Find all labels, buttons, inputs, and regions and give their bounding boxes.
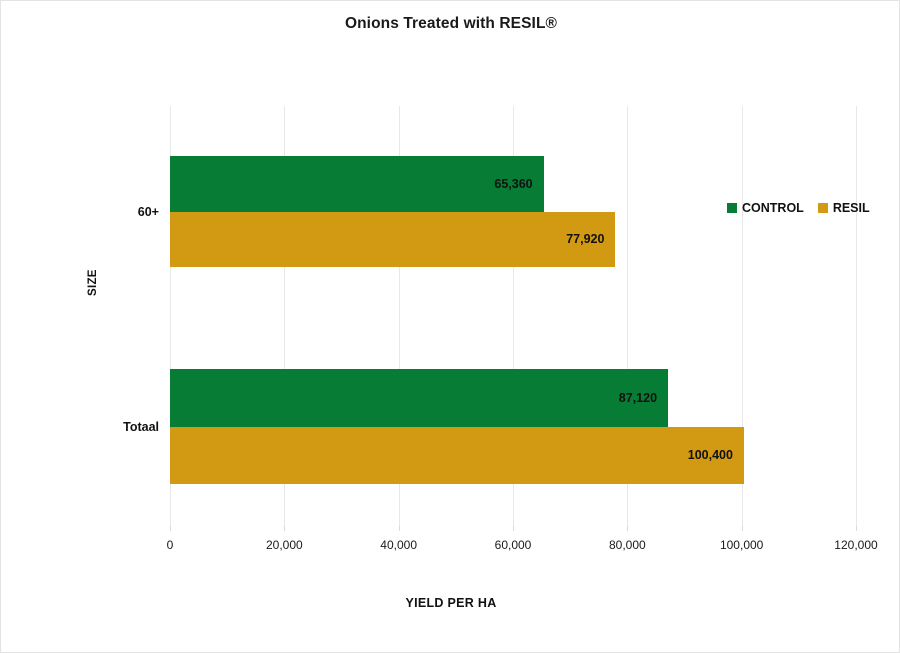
x-axis-tick (170, 526, 171, 531)
gridline (513, 106, 514, 526)
y-axis-category-label-60plus: 60+ (137, 204, 159, 219)
x-axis-tick-label: 20,000 (265, 538, 303, 552)
y-axis-title: SIZE (87, 269, 99, 296)
y-axis-category-label-totaal: Totaal (123, 419, 159, 434)
bar-totaal-resil: 100,400 (170, 426, 744, 484)
gridline (284, 106, 286, 526)
gridline (627, 106, 629, 526)
legend-label: RESIL (832, 201, 870, 215)
x-axis-tick-label: 40,000 (380, 538, 418, 552)
x-axis-tick-label: 80,000 (608, 538, 646, 552)
x-axis-tick-label: 120,000 (834, 538, 878, 552)
legend-item-resil[interactable]: RESIL (817, 201, 870, 215)
legend-item-control[interactable]: CONTROL (727, 201, 804, 215)
gridline (856, 106, 857, 526)
gridline (741, 106, 743, 526)
bar-value-label: 65,360 (494, 176, 533, 191)
bar-60plus-resil: 77,920 (170, 211, 616, 267)
chart-title: Onions Treated with RESIL® (344, 15, 558, 32)
x-axis-title: YIELD PER HA (405, 596, 497, 610)
legend-swatch-icon (817, 203, 828, 213)
x-axis-tick (856, 526, 857, 531)
bar-value-label: 77,920 (566, 232, 605, 247)
legend-label: CONTROL (742, 201, 804, 215)
x-axis-tick (398, 526, 400, 531)
bar-totaal-control: 87,120 (170, 369, 669, 427)
bar-value-label: 87,120 (618, 390, 658, 405)
gridline (170, 106, 171, 526)
bar-value-label: 100,400 (687, 448, 733, 463)
x-axis-tick (513, 526, 514, 531)
x-axis-tick-label: 0 (166, 538, 174, 552)
x-axis-tick (741, 526, 743, 531)
x-axis-tick-label: 60,000 (494, 538, 532, 552)
x-axis-tick-label: 100,000 (719, 538, 764, 552)
bar-60plus-control: 65,360 (170, 156, 544, 212)
x-axis-tick (627, 526, 629, 531)
gridline (398, 106, 400, 526)
x-axis-tick (284, 526, 286, 531)
legend-swatch-icon (727, 203, 737, 213)
plot-area: 65,360 77,920 87,120 100,400 (170, 106, 857, 531)
chart-legend: CONTROL RESIL (727, 201, 870, 215)
